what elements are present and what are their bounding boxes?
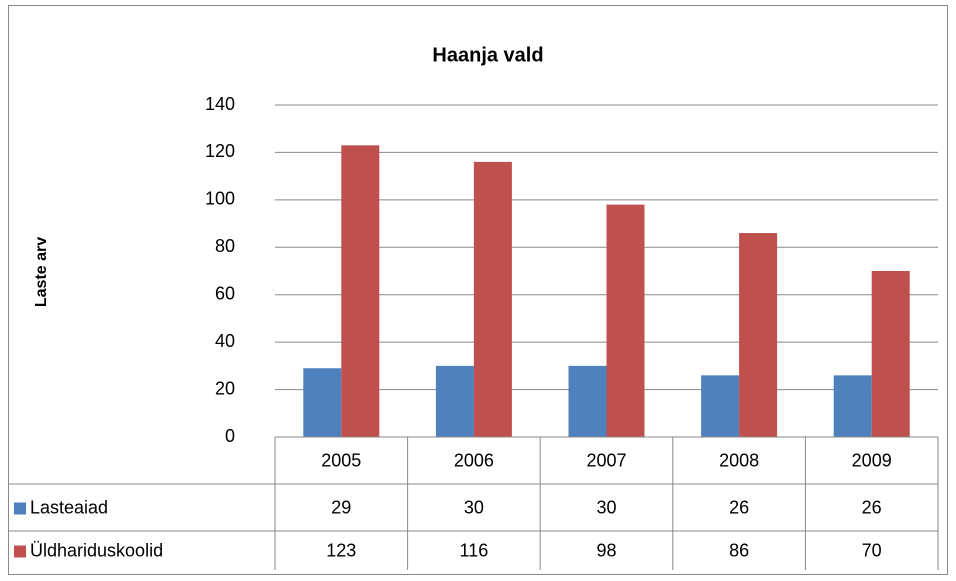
y-tick-label: 100	[205, 189, 235, 209]
bar	[435, 365, 474, 437]
table-value: 30	[596, 497, 616, 517]
bar	[833, 375, 872, 437]
bar	[341, 145, 380, 438]
bar	[303, 368, 342, 437]
y-tick-label: 40	[215, 331, 235, 351]
bar	[871, 271, 910, 437]
x-tick-label: 2008	[719, 450, 759, 470]
table-value: 86	[729, 540, 749, 560]
x-tick-label: 2006	[454, 450, 494, 470]
table-value: 26	[862, 497, 882, 517]
x-tick-label: 2007	[586, 450, 626, 470]
table-value: 123	[326, 540, 356, 560]
y-tick-label: 80	[215, 236, 235, 256]
table-value: 116	[460, 540, 489, 560]
bar	[739, 233, 778, 437]
table-value: 26	[729, 497, 749, 517]
chart-title: Haanja vald	[432, 44, 543, 66]
y-tick-label: 20	[215, 378, 235, 398]
y-tick-label: 140	[205, 94, 235, 114]
legend-swatch	[14, 545, 26, 558]
bar	[568, 365, 607, 437]
x-tick-label: 2009	[852, 450, 892, 470]
table-value: 29	[331, 497, 351, 517]
y-tick-label: 120	[205, 141, 235, 161]
table-value: 30	[464, 497, 484, 517]
y-tick-label: 0	[225, 426, 235, 446]
bar	[606, 204, 645, 437]
y-axis-label: Laste arv	[33, 237, 50, 307]
legend-label: Üldhariduskoolid	[30, 540, 163, 560]
table-value: 70	[862, 540, 882, 560]
table-value: 98	[596, 540, 616, 560]
bar	[701, 375, 740, 437]
bar	[473, 161, 512, 437]
legend-swatch	[14, 502, 26, 515]
x-tick-label: 2005	[321, 450, 361, 470]
legend-label: Lasteaiad	[30, 497, 108, 517]
y-tick-label: 60	[215, 283, 235, 303]
